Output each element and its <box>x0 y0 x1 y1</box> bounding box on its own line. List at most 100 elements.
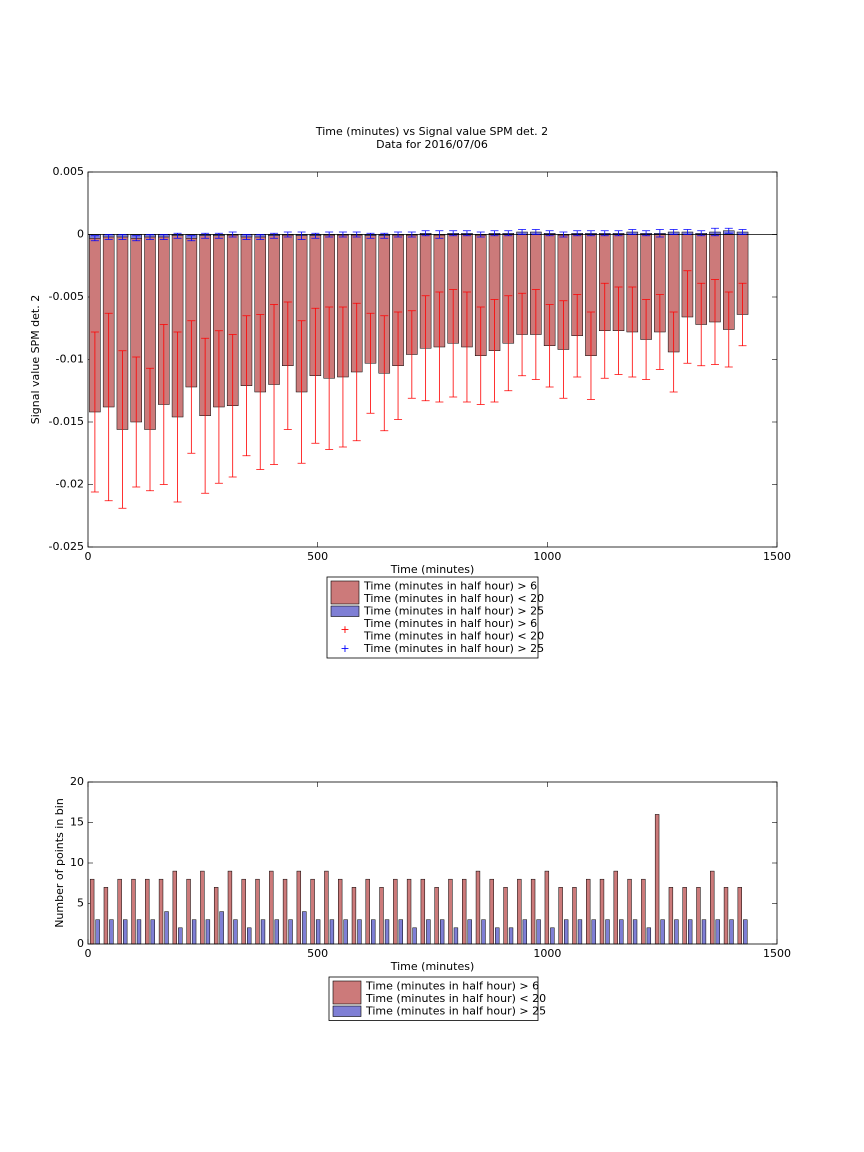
error-bar <box>283 231 292 238</box>
bar <box>503 887 508 945</box>
bar <box>577 919 583 945</box>
error-bar <box>214 232 223 239</box>
error-bar <box>228 334 237 478</box>
error-bar <box>490 299 499 403</box>
bar <box>481 919 486 945</box>
bar <box>205 919 211 945</box>
y-tick-label: 10 <box>70 856 84 869</box>
bar <box>329 919 335 945</box>
error-bar <box>394 231 403 238</box>
error-bar <box>421 295 430 402</box>
error-bar <box>242 315 251 457</box>
error-bar <box>435 291 444 403</box>
error-bar <box>476 306 485 405</box>
error-bar <box>201 232 210 239</box>
error-bar <box>504 295 513 392</box>
x-tick-label: 1500 <box>763 947 791 960</box>
error-bar <box>586 230 595 237</box>
plot-area <box>88 782 777 944</box>
bar <box>467 919 472 945</box>
error-bar <box>283 301 292 430</box>
bar <box>420 878 426 945</box>
error-bar <box>531 229 540 235</box>
legend-swatch <box>332 980 362 1005</box>
legend-label: Time (minutes in half hour) < 20 <box>363 592 544 605</box>
chart-title: Time (minutes) vs Signal value SPM det. … <box>315 125 548 138</box>
bar <box>737 887 742 945</box>
error-bar <box>559 300 568 399</box>
axes-frame <box>87 781 778 945</box>
bar <box>158 878 164 945</box>
bar <box>563 919 569 945</box>
error-bar <box>311 307 320 444</box>
bar <box>95 919 100 945</box>
error-bar <box>311 232 320 239</box>
error-bar <box>738 229 747 235</box>
y-tick-label: -0.01 <box>56 353 84 366</box>
bar <box>682 887 687 945</box>
bar <box>701 919 707 945</box>
bar <box>613 870 618 945</box>
error-bar <box>655 229 664 238</box>
legend-label: Time (minutes in half hour) > 25 <box>363 642 544 655</box>
bar <box>517 878 522 945</box>
error-bar <box>270 232 279 239</box>
error-bar <box>710 227 719 237</box>
bar <box>384 919 390 945</box>
bar <box>723 887 729 945</box>
error-bar <box>628 229 637 235</box>
error-bar <box>697 230 706 237</box>
error-bar <box>118 234 127 240</box>
bar <box>136 919 142 945</box>
error-bar <box>380 232 389 239</box>
error-bar <box>586 311 595 400</box>
bar <box>426 919 431 945</box>
error-bar <box>559 231 568 238</box>
bar <box>302 911 307 945</box>
bar <box>109 919 114 945</box>
bar <box>315 919 321 945</box>
bar <box>632 919 638 945</box>
error-bar <box>738 282 747 347</box>
legend-swatch <box>330 605 360 617</box>
bar <box>729 919 734 945</box>
error-bar <box>462 230 471 237</box>
error-bar <box>146 367 155 492</box>
bar <box>654 814 660 945</box>
legend-label: Time (minutes in half hour) < 20 <box>365 992 546 1005</box>
error-bar <box>449 289 458 398</box>
error-bar <box>325 306 334 450</box>
x-tick-label: 500 <box>307 550 328 563</box>
bar <box>495 927 500 945</box>
error-bar <box>90 235 99 242</box>
bar <box>627 878 632 945</box>
bar <box>288 919 293 945</box>
error-bar <box>462 291 471 403</box>
error-bar <box>614 286 623 375</box>
bar <box>550 927 555 945</box>
error-bar <box>338 306 347 448</box>
error-bar <box>90 331 99 493</box>
error-bar <box>449 230 458 237</box>
error-bar <box>394 311 403 420</box>
bar <box>260 919 266 945</box>
bar <box>178 927 183 945</box>
error-bar <box>132 356 141 488</box>
y-tick-label: 15 <box>70 816 84 829</box>
error-bar <box>380 315 389 432</box>
bar <box>475 870 481 945</box>
bar <box>619 919 624 945</box>
error-bar <box>187 320 196 454</box>
bar <box>522 919 528 945</box>
legend-marker: + <box>340 642 349 655</box>
x-tick-label: 1000 <box>533 550 561 563</box>
bar <box>219 911 224 945</box>
bar <box>406 878 412 945</box>
legend-label: Time (minutes in half hour) > 6 <box>363 580 537 593</box>
y-tick-label: -0.015 <box>49 415 84 428</box>
bar <box>247 927 252 945</box>
error-bar <box>352 231 361 238</box>
x-tick-label: 0 <box>85 947 92 960</box>
x-tick-label: 500 <box>307 947 328 960</box>
